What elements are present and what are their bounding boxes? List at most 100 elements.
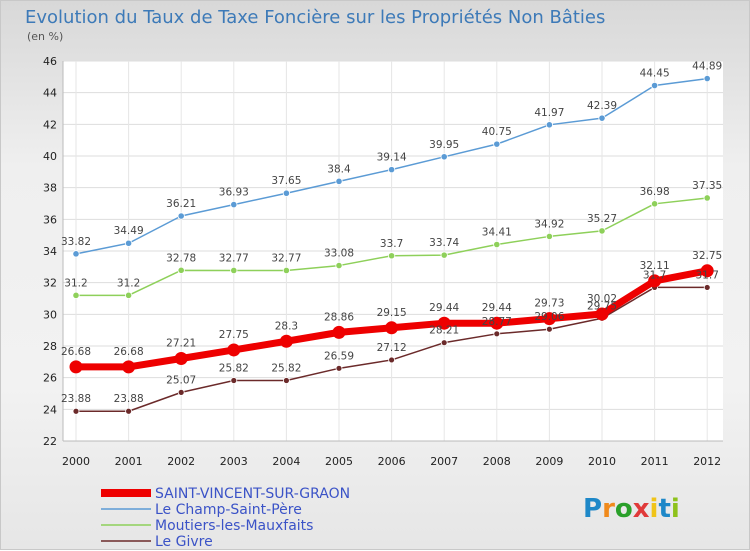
data-point	[650, 81, 659, 90]
data-point	[437, 316, 451, 330]
y-tick-label: 26	[43, 372, 57, 385]
data-label: 31.2	[117, 277, 140, 289]
y-tick-label: 32	[43, 277, 57, 290]
data-point	[700, 264, 714, 278]
data-label: 29.06	[534, 311, 564, 323]
data-label: 42.39	[587, 100, 617, 112]
data-point	[703, 284, 711, 291]
x-tick-label: 2003	[220, 455, 248, 468]
data-label: 33.74	[429, 237, 459, 249]
y-tick-label: 42	[43, 118, 57, 131]
data-label: 29.75	[587, 300, 617, 312]
data-label: 27.12	[377, 342, 407, 354]
y-tick-label: 34	[43, 245, 57, 258]
x-tick-label: 2005	[325, 455, 353, 468]
legend-label: Le Champ-Saint-Père	[155, 502, 302, 518]
data-label: 40.75	[482, 126, 512, 138]
data-point	[69, 360, 83, 374]
data-label: 41.97	[534, 107, 564, 119]
y-tick-label: 22	[43, 435, 57, 448]
data-point	[72, 407, 80, 415]
data-label: 27.75	[219, 329, 249, 341]
data-label: 29.15	[377, 307, 407, 319]
data-label: 32.75	[692, 250, 722, 262]
y-tick-label: 30	[43, 308, 57, 321]
data-label: 27.21	[166, 338, 196, 350]
data-label: 23.88	[61, 393, 91, 405]
data-point	[388, 356, 396, 364]
data-point	[177, 388, 185, 396]
series-le-champ-saint-p-re	[72, 74, 711, 258]
legend-label: Moutiers-les-Mauxfaits	[155, 518, 313, 534]
series-saint-vincent-sur-graon	[69, 264, 714, 374]
data-label: 39.95	[429, 139, 459, 151]
data-label: 32.77	[219, 252, 249, 264]
data-label: 30.02	[587, 293, 617, 305]
data-point	[72, 291, 80, 299]
data-label: 34.41	[482, 227, 512, 239]
x-tick-label: 2009	[535, 455, 563, 468]
data-label: 36.98	[640, 186, 670, 198]
data-point	[177, 212, 185, 220]
data-point	[174, 352, 188, 366]
y-tick-label: 40	[43, 150, 57, 163]
data-label: 33.08	[324, 248, 354, 260]
data-point	[387, 166, 396, 174]
data-point	[650, 200, 659, 208]
data-point	[598, 227, 606, 235]
data-label: 28.3	[275, 320, 298, 332]
data-label: 32.78	[166, 252, 196, 264]
data-point	[542, 312, 556, 326]
data-label: 38.4	[327, 163, 351, 175]
logo-text: Proxiti	[583, 494, 680, 524]
data-point	[493, 140, 501, 148]
data-point	[282, 266, 290, 275]
data-label: 29.44	[482, 302, 512, 314]
y-tick-label: 44	[43, 87, 57, 100]
data-label: 25.82	[219, 363, 249, 375]
x-tick-label: 2006	[378, 455, 406, 468]
data-point	[282, 377, 290, 384]
data-point	[545, 232, 554, 241]
data-label: 33.82	[61, 236, 91, 248]
legend-label: Le Givre	[155, 534, 213, 550]
y-tick-label: 38	[43, 182, 57, 195]
data-label: 28.21	[429, 325, 459, 337]
data-label: 34.49	[114, 225, 144, 237]
data-point	[177, 266, 185, 274]
data-label: 35.27	[587, 213, 617, 225]
chart-title: Evolution du Taux de Taxe Foncière sur l…	[25, 7, 605, 28]
data-label: 33.7	[380, 238, 403, 250]
x-tick-label: 2008	[483, 455, 511, 468]
data-point	[282, 189, 290, 197]
data-point	[335, 261, 343, 270]
data-label: 32.11	[640, 260, 670, 272]
axes: 22 24 26 28 30 32 34 36 38 40 42 44 46 2000 2001 2002 20…	[43, 55, 723, 468]
x-tick-label: 2012	[693, 455, 721, 468]
data-label: 36.21	[166, 198, 196, 210]
data-point	[125, 239, 133, 247]
data-point	[648, 274, 662, 288]
legend-label: SAINT-VINCENT-SUR-GRAON	[155, 486, 350, 502]
data-point	[440, 251, 448, 259]
data-label: 34.92	[534, 218, 564, 230]
data-point	[598, 114, 606, 122]
data-point	[335, 177, 343, 185]
data-point	[545, 121, 554, 129]
data-point	[125, 291, 133, 299]
data-point	[332, 325, 346, 339]
data-point	[387, 252, 396, 260]
data-label: 44.45	[640, 68, 670, 80]
data-label: 28.86	[324, 311, 354, 323]
x-tick-label: 2011	[641, 455, 669, 468]
chart-subtitle: (en %)	[27, 30, 63, 43]
data-label: 44.89	[692, 61, 722, 73]
data-point	[335, 364, 343, 372]
data-label: 23.88	[114, 393, 144, 405]
data-point	[279, 334, 293, 348]
proxiti-logo: Proxiti	[583, 494, 680, 524]
data-label: 26.68	[114, 346, 144, 358]
data-point	[703, 194, 711, 202]
